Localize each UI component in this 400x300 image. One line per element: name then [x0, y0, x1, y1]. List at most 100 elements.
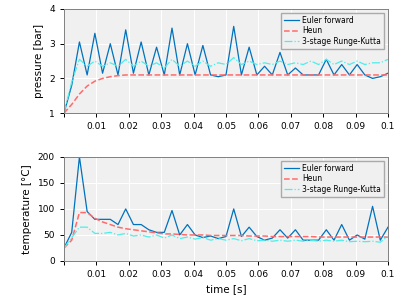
3-stage Runge-Kutta [339, 59, 344, 63]
Euler forward [200, 44, 205, 47]
Heun [146, 73, 151, 77]
Heun [362, 235, 367, 239]
Heun [154, 231, 159, 235]
3-stage Runge-Kutta [301, 63, 306, 66]
3-stage Runge-Kutta [247, 59, 252, 63]
Euler forward [108, 42, 113, 46]
Euler forward [185, 42, 190, 46]
Heun [347, 73, 352, 77]
Euler forward [231, 207, 236, 211]
Euler forward [154, 45, 159, 49]
3-stage Runge-Kutta [77, 58, 82, 61]
Heun [146, 230, 151, 234]
3-stage Runge-Kutta [254, 239, 259, 242]
Heun [278, 73, 282, 77]
Heun [308, 73, 313, 77]
Heun [208, 73, 213, 77]
Heun [355, 235, 360, 239]
Euler forward [293, 228, 298, 232]
Heun [324, 73, 329, 77]
Euler forward [108, 218, 113, 221]
Euler forward [239, 235, 244, 238]
Euler forward [85, 210, 90, 213]
Euler forward [216, 237, 221, 240]
Heun [131, 73, 136, 77]
Heun [162, 73, 167, 77]
Heun [92, 80, 97, 83]
Euler forward [301, 238, 306, 242]
3-stage Runge-Kutta [154, 233, 159, 237]
3-stage Runge-Kutta [216, 61, 221, 64]
Euler forward [177, 233, 182, 237]
Euler forward [316, 238, 321, 242]
Heun [355, 73, 360, 77]
Euler forward [85, 73, 90, 77]
Euler forward [270, 73, 275, 77]
Heun [278, 235, 282, 238]
Heun [316, 73, 321, 77]
Heun [285, 235, 290, 238]
3-stage Runge-Kutta [270, 239, 275, 243]
Line: Heun: Heun [64, 213, 388, 248]
Euler forward [62, 246, 66, 250]
3-stage Runge-Kutta [92, 232, 97, 235]
Heun [100, 76, 105, 80]
Heun [100, 220, 105, 224]
Line: Heun: Heun [64, 75, 388, 113]
3-stage Runge-Kutta [293, 238, 298, 242]
Heun [116, 74, 120, 77]
3-stage Runge-Kutta [208, 64, 213, 68]
3-stage Runge-Kutta [224, 238, 228, 242]
3-stage Runge-Kutta [347, 63, 352, 66]
3-stage Runge-Kutta [177, 64, 182, 68]
Euler forward [170, 209, 174, 212]
3-stage Runge-Kutta [100, 64, 105, 68]
3-stage Runge-Kutta [362, 63, 367, 66]
Heun [200, 233, 205, 237]
Heun [339, 73, 344, 77]
3-stage Runge-Kutta [231, 56, 236, 59]
Euler forward [208, 234, 213, 238]
Euler forward [301, 73, 306, 77]
Heun [247, 73, 252, 77]
Euler forward [347, 238, 352, 242]
3-stage Runge-Kutta [285, 239, 290, 243]
3-stage Runge-Kutta [316, 239, 321, 243]
3-stage Runge-Kutta [108, 61, 113, 64]
Heun [185, 233, 190, 237]
3-stage Runge-Kutta [293, 61, 298, 64]
Euler forward [308, 73, 313, 77]
Euler forward [177, 73, 182, 77]
3-stage Runge-Kutta [139, 233, 144, 237]
Heun [285, 73, 290, 77]
Euler forward [293, 66, 298, 70]
Euler forward [278, 228, 282, 232]
3-stage Runge-Kutta [362, 240, 367, 244]
3-stage Runge-Kutta [224, 63, 228, 66]
3-stage Runge-Kutta [170, 58, 174, 61]
Heun [231, 234, 236, 237]
Heun [77, 211, 82, 214]
Heun [332, 73, 336, 77]
Heun [123, 227, 128, 230]
Euler forward [146, 228, 151, 232]
Heun [339, 235, 344, 239]
Heun [162, 232, 167, 236]
Heun [170, 232, 174, 236]
Heun [216, 234, 221, 237]
3-stage Runge-Kutta [378, 61, 383, 64]
Euler forward [154, 231, 159, 234]
3-stage Runge-Kutta [355, 59, 360, 63]
3-stage Runge-Kutta [123, 58, 128, 61]
Euler forward [324, 58, 329, 61]
3-stage Runge-Kutta [339, 238, 344, 242]
3-stage Runge-Kutta [162, 236, 167, 240]
3-stage Runge-Kutta [231, 237, 236, 240]
3-stage Runge-Kutta [154, 61, 159, 64]
Euler forward [116, 223, 120, 226]
3-stage Runge-Kutta [77, 225, 82, 229]
Euler forward [370, 205, 375, 208]
3-stage Runge-Kutta [355, 239, 360, 243]
Line: Euler forward: Euler forward [64, 157, 388, 248]
Euler forward [332, 73, 336, 77]
